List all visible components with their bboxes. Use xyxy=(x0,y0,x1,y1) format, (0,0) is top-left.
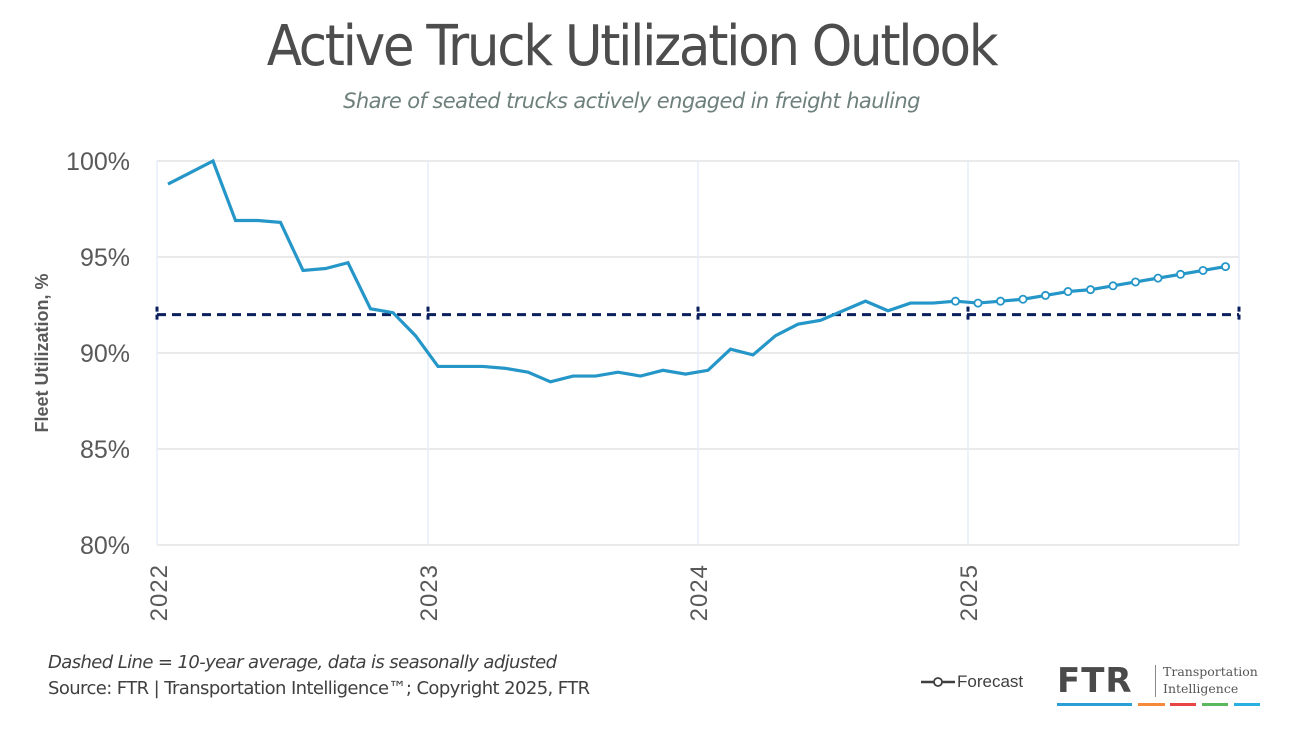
logo-separator xyxy=(1155,665,1156,697)
forecast-point xyxy=(1018,294,1028,304)
logo-wordmark: FTR xyxy=(1057,661,1133,701)
x-tick-label: 2023 xyxy=(416,564,443,621)
forecast-point xyxy=(1176,269,1186,279)
forecast-point xyxy=(1198,265,1208,275)
x-tick-label: 2025 xyxy=(956,564,983,621)
logo-color-stripes xyxy=(1057,703,1262,706)
forecast-legend-marker-icon xyxy=(921,677,955,687)
forecast-point xyxy=(1153,273,1163,283)
logo-tagline-line1: Transportation xyxy=(1163,664,1258,679)
series-line-actual xyxy=(167,158,956,384)
forecast-point xyxy=(1041,290,1051,300)
y-axis-ticks: 100% 95% 90% 85% 80% xyxy=(66,148,130,560)
forecast-point xyxy=(1221,262,1231,272)
x-tick-label: 2022 xyxy=(146,564,173,621)
average-line xyxy=(155,306,1241,323)
y-tick-label: 85% xyxy=(80,436,130,464)
legend: Forecast xyxy=(921,672,1023,692)
logo-stripe xyxy=(1057,703,1132,706)
ftr-logo: FTR Transportation Intelligence xyxy=(1057,662,1262,710)
y-tick-label: 100% xyxy=(66,148,130,176)
logo-tagline: Transportation Intelligence xyxy=(1163,663,1258,697)
chart-title: Active Truck Utilization Outlook xyxy=(266,14,999,79)
logo-stripe xyxy=(1138,703,1165,706)
x-axis-ticks: 2022 2023 2024 2025 xyxy=(146,564,983,621)
legend-label-forecast: Forecast xyxy=(957,672,1024,691)
forecast-point xyxy=(1086,285,1096,295)
logo-tagline-line2: Intelligence xyxy=(1163,681,1239,696)
forecast-point xyxy=(1108,281,1118,291)
forecast-point xyxy=(951,296,961,306)
forecast-point xyxy=(996,296,1006,306)
forecast-point xyxy=(1063,287,1073,297)
y-tick-label: 95% xyxy=(80,244,130,272)
series-line-forecast xyxy=(955,265,1226,305)
logo-stripe xyxy=(1202,703,1228,706)
logo-stripe xyxy=(1170,703,1196,706)
gridlines xyxy=(156,160,1240,546)
forecast-point xyxy=(1131,277,1141,287)
source-note: Source: FTR | Transportation Intelligenc… xyxy=(48,678,590,699)
y-tick-label: 80% xyxy=(80,532,130,560)
logo-stripe xyxy=(1234,703,1260,706)
forecast-point xyxy=(973,298,983,308)
footnote: Dashed Line = 10-year average, data is s… xyxy=(48,652,557,673)
series xyxy=(167,158,1231,384)
y-axis-label: Fleet Utilization, % xyxy=(32,273,52,432)
x-tick-label: 2024 xyxy=(686,564,713,621)
chart-subtitle: Share of seated trucks actively engaged … xyxy=(343,89,920,113)
y-tick-label: 90% xyxy=(80,340,130,368)
